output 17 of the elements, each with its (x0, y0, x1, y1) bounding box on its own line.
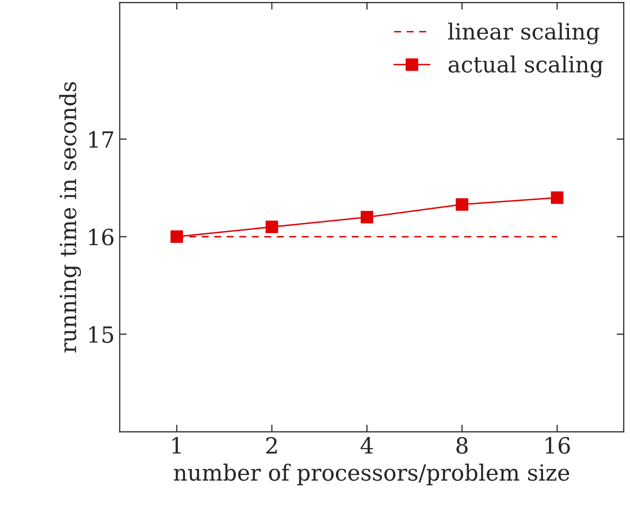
legend-label: linear scaling (448, 22, 600, 44)
point (170, 230, 184, 243)
x-axis-title: number of processors/problem size (174, 464, 570, 486)
x-tick-label: 2 (266, 437, 277, 454)
x-tick-label: 16 (546, 437, 570, 454)
y-tick-label: 17 (89, 131, 114, 148)
y-axis-title: running time in seconds (59, 82, 82, 353)
legend-label: actual scaling (448, 56, 604, 78)
point (550, 191, 564, 204)
x-tick-label: 8 (456, 437, 468, 454)
y-tick-label: 16 (89, 228, 114, 246)
x-tick-label: 1 (172, 437, 181, 454)
x-tick-label: 4 (360, 437, 373, 454)
point (456, 198, 468, 211)
point (266, 220, 278, 234)
point (360, 210, 374, 224)
y-tick-label: 15 (89, 326, 114, 343)
